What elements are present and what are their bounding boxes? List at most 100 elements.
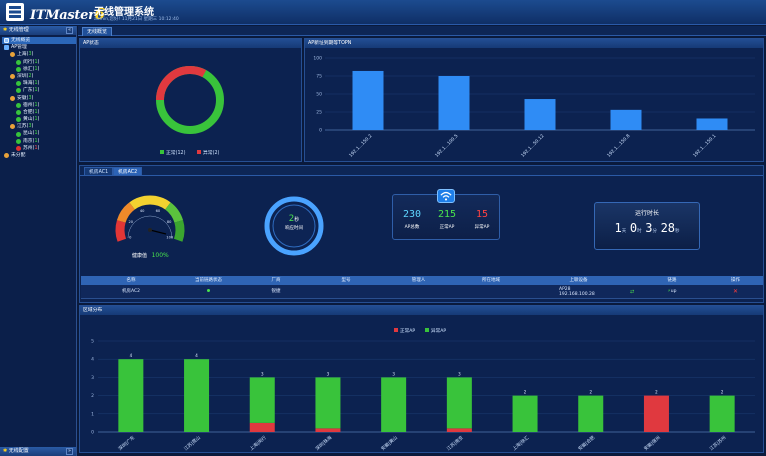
sidebar-tree-item[interactable]: 昆山(1) — [2, 130, 76, 137]
bar-total-label: 2 — [721, 390, 724, 395]
sidebar-tree-item[interactable]: 徐汇(1) — [2, 66, 76, 73]
y-tick-label: 5 — [91, 339, 94, 345]
legend-online-swatch — [160, 150, 164, 154]
sidebar-tree-item[interactable]: 合肥(1) — [2, 109, 76, 116]
stacked-bar-segment — [512, 395, 538, 432]
tab-ac2[interactable]: 机房AC2 — [113, 167, 143, 176]
sidebar-tree-item[interactable]: 闵行(1) — [2, 59, 76, 66]
sidebar-tree-item[interactable]: 江苏(3) — [2, 123, 76, 130]
gauge-segment — [116, 202, 135, 223]
runtime-value: 1天 0时 3分 28秒 — [614, 221, 680, 235]
y-tick-label: 2 — [91, 393, 94, 399]
y-tick-label: 100 — [313, 56, 322, 62]
bar-total-label: 2 — [655, 390, 658, 395]
ac-panel: 机房AC1 机房AC2 0 20 40 60 80 100 健康值 100% 2秒 响应时… — [79, 165, 764, 303]
bar-total-label: 3 — [327, 371, 330, 376]
sidebar-tree-item[interactable]: 未分配 — [2, 152, 76, 159]
panel-title: AP状态 — [80, 39, 301, 48]
device-tree: 无线概览 AP管理 上海(3) 闵行(1) 徐汇(1) 深圳(2) 珠海(1) 广东(1) 安徽… — [0, 35, 76, 159]
sidebar-tree-item[interactable]: 无线概览 — [2, 37, 76, 45]
y-tick-label: 75 — [316, 74, 322, 80]
bar-total-label: 4 — [195, 353, 198, 358]
y-tick-label: 1 — [91, 411, 94, 417]
bar — [696, 118, 728, 130]
ap-offline-icon — [16, 145, 21, 151]
sidebar-tree-item[interactable]: 宿州(1) — [2, 102, 76, 109]
legend-offline-label: 异常(2) — [203, 149, 220, 156]
donut-slice-offline — [156, 66, 224, 134]
runtime-title: 运行时长 — [634, 210, 659, 217]
x-tick-label: 江苏|南京 — [445, 434, 465, 452]
tab-ac1[interactable]: 机房AC1 — [84, 167, 114, 176]
folder-icon — [4, 153, 9, 159]
collapse-icon[interactable]: « — [66, 27, 73, 34]
sidebar-tree-item[interactable]: 深圳(2) — [2, 73, 76, 80]
ac-table: 名称 当前链路状态 厂商 型号 管理人 所在地域 上联设备 链路 操作 机房AC… — [81, 276, 763, 299]
uplink-device: AP28 192.168.100.28 — [559, 287, 595, 297]
col-uplink: 上联设备 — [569, 278, 588, 283]
sidebar-tree-item[interactable]: 上海(3) — [2, 51, 76, 58]
y-tick-label: 3 — [91, 375, 94, 381]
x-tick-label: 江苏|昆山 — [182, 434, 202, 452]
response-time-text: 2秒 响应时间 — [285, 214, 303, 231]
bar — [610, 109, 642, 130]
stacked-bar-segment — [643, 395, 669, 432]
table-row[interactable]: 机房AC2 锐捷 AP28 192.168.100.28 ⇄ ⚡up ✕ — [81, 285, 763, 299]
ap-online-icon — [16, 102, 21, 108]
ap-online-icon — [16, 131, 21, 137]
col-name: 名称 — [126, 278, 136, 283]
delete-icon[interactable]: ✕ — [732, 288, 739, 295]
stacked-bar-segment — [315, 428, 341, 432]
expand-icon[interactable]: » — [66, 448, 73, 455]
x-tick-label: 深圳|珠海 — [314, 434, 334, 452]
gauge-tick-label: 100 — [166, 236, 174, 240]
ac-subtabbar: 机房AC1 机房AC2 — [80, 166, 763, 176]
ap-online-icon — [16, 109, 21, 115]
gauge-tick-label: 0 — [129, 236, 132, 240]
main-tabbar: 无线概览 — [78, 26, 766, 36]
panel-title: 区域分布 — [80, 306, 763, 315]
sidebar-footer-config[interactable]: ✱ 无线配置 » — [0, 447, 76, 456]
network-icon — [4, 45, 9, 51]
sidebar-tree-item[interactable]: 广东(1) — [2, 87, 76, 94]
group-icon — [10, 95, 15, 101]
bar-total-label: 3 — [392, 371, 395, 376]
table-header-row: 名称 当前链路状态 厂商 型号 管理人 所在地域 上联设备 链路 操作 — [81, 276, 763, 285]
sidebar-tree-item[interactable]: 南京(1) — [2, 138, 76, 145]
stacked-bar-segment — [118, 359, 144, 432]
x-tick-label: 深圳|广东 — [117, 434, 137, 452]
link-up-icon: ⚡ — [667, 289, 671, 294]
legend-abnormal-label: 异常AP — [431, 327, 446, 334]
ap-status-panel: AP状态 正常(12) 异常(2) — [79, 38, 302, 162]
ap-online-icon — [16, 138, 21, 144]
sidebar-tree-item[interactable]: 黄山(1) — [2, 116, 76, 123]
wifi-icon — [437, 189, 455, 203]
app-title: 无线管理系统 — [94, 7, 154, 18]
legend-normal-label: 正常AP — [400, 327, 415, 334]
bar-total-label: 4 — [130, 353, 133, 358]
stacked-bar-segment — [184, 359, 210, 432]
ap-online-icon — [16, 66, 21, 72]
sidebar-tree-item[interactable]: AP管理 — [2, 44, 76, 51]
stacked-bar-segment — [249, 377, 275, 423]
wireless-icon: ✱ — [3, 27, 9, 33]
gauge-needle — [149, 229, 167, 235]
x-tick-label: 192.1...100.5 — [434, 133, 460, 159]
bar-total-label: 3 — [261, 371, 264, 376]
bar-total-label: 3 — [458, 371, 461, 376]
gauge-tick-label: 80 — [167, 220, 172, 224]
sidebar-tree-item[interactable]: 珠海(1) — [2, 80, 76, 87]
gauge-tick-label: 60 — [156, 209, 161, 213]
sidebar-tree-item[interactable]: 苏州(1) — [2, 145, 76, 152]
legend-online-label: 正常(12) — [166, 149, 186, 156]
x-tick-label: 192.1...150.1 — [692, 133, 718, 159]
bar-total-label: 2 — [524, 390, 527, 395]
gauge-segment — [129, 195, 151, 210]
y-tick-label: 0 — [91, 430, 94, 436]
sidebar-title: 无线管理 — [8, 27, 29, 33]
gauge-tick-label: 40 — [140, 209, 145, 213]
ap-online-icon — [16, 88, 21, 94]
tab-wireless-overview[interactable]: 无线概览 — [82, 27, 113, 36]
sidebar-tree-item[interactable]: 安徽(3) — [2, 95, 76, 102]
y-tick-label: 4 — [91, 357, 94, 363]
